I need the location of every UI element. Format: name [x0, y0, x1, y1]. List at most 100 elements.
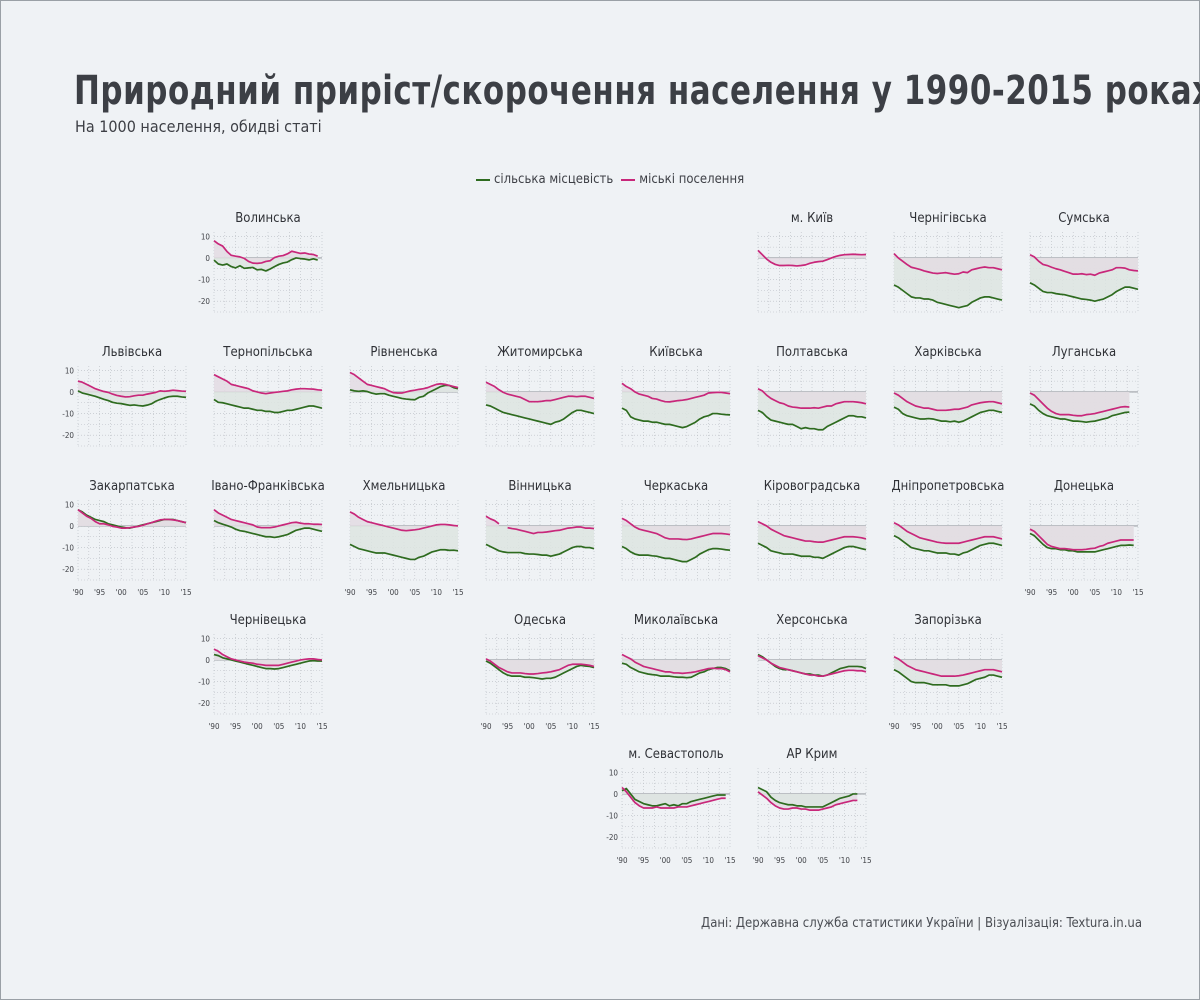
x-tick-label: '10 [431, 588, 443, 597]
urban-area [1030, 254, 1138, 276]
x-tick-label: '90 [616, 856, 628, 865]
panel-title: АР Крим [787, 747, 838, 762]
rural-area [214, 391, 322, 413]
y-tick-label: 10 [65, 366, 75, 375]
panel-16: Вінницька [485, 479, 595, 581]
urban-line [757, 387, 867, 410]
rural-line [621, 407, 731, 429]
chart-title: Природний приріст/скорочення населення у… [74, 68, 1200, 114]
urban-area [622, 654, 730, 674]
rural-line [349, 384, 459, 401]
urban-area [758, 521, 866, 543]
urban-line [213, 239, 318, 265]
urban-line [1029, 528, 1134, 551]
urban-line [485, 515, 500, 525]
urban-area [350, 372, 458, 394]
x-tick-label: '15 [996, 722, 1007, 731]
urban-line [621, 653, 731, 675]
rural-line [893, 534, 1003, 556]
x-tick-label: '90 [888, 722, 900, 731]
x-tick-label: '00 [388, 588, 400, 597]
panel-12: Луганська [1029, 345, 1139, 447]
panel-9: Київська [621, 345, 731, 447]
panel-4: Сумська [1029, 211, 1139, 313]
urban-area [78, 381, 186, 397]
panel-title: Хмельницька [363, 479, 446, 494]
legend-item-urban: міські поселення [621, 172, 744, 187]
x-tick-label: '05 [953, 722, 964, 731]
y-tick-label: 0 [205, 254, 210, 263]
legend-label-rural: сільська місцевість [494, 172, 614, 187]
rural-line [893, 284, 1003, 309]
y-tick-label: 0 [613, 790, 618, 799]
rural-line [213, 653, 322, 670]
urban-line [213, 373, 323, 395]
urban-area [214, 649, 322, 666]
y-tick-label: 0 [69, 522, 74, 531]
x-tick-label: '95 [502, 722, 513, 731]
urban-area [758, 250, 866, 266]
x-tick-label: '90 [208, 722, 220, 731]
panel-title: Волинська [235, 211, 300, 226]
panel-title: м. Севастополь [628, 747, 723, 762]
panel-2: м. Київ [757, 211, 867, 313]
panel-title: Житомирська [497, 345, 583, 360]
urban-line [893, 521, 1003, 545]
panel-18: Кіровоградська [757, 479, 867, 581]
panel-11: Харківська [893, 345, 1003, 447]
panel-20: Донецька '90 '95 '00 '05 '10 '15 [1024, 479, 1143, 597]
x-tick-label: '05 [545, 722, 556, 731]
panel-14: Івано-Франківська [211, 479, 325, 581]
panel-title: Кіровоградська [764, 479, 861, 494]
rural-line [757, 542, 867, 560]
urban-line [77, 380, 187, 398]
urban-line [757, 249, 867, 267]
panel-title: Закарпатська [89, 479, 175, 494]
y-tick-label: -10 [62, 410, 74, 419]
y-tick-label: 10 [609, 768, 619, 777]
rural-area [78, 390, 186, 406]
x-tick-label: '95 [94, 588, 105, 597]
x-tick-label: '95 [638, 856, 649, 865]
x-tick-label: '15 [1132, 588, 1143, 597]
rural-line [1029, 532, 1134, 553]
x-tick-label: '10 [295, 722, 307, 731]
urban-line [1029, 253, 1139, 277]
y-tick-label: 0 [69, 388, 74, 397]
urban-line [213, 648, 323, 667]
panel-15: Хмельницька '90 '95 '00 '05 '10 '15 [344, 479, 463, 597]
panel-6: Тернопільська [213, 345, 323, 447]
rural-area [622, 788, 726, 806]
rural-line [757, 409, 867, 431]
panel-13: Закарпатська 10 0 -10 -20 '90 '95 '00 '05 '10 '15 [62, 479, 191, 597]
panel-title: Рівненська [370, 345, 437, 360]
panel-title: Чернівецька [230, 613, 307, 628]
y-tick-label: 10 [201, 634, 211, 643]
panel-25: Запорізька '90 '95 '00 '05 '10 '15 [888, 613, 1007, 731]
y-tick-label: -20 [606, 833, 618, 842]
x-tick-label: '00 [1068, 588, 1080, 597]
x-tick-label: '05 [681, 856, 692, 865]
panel-3: Чернігівська [893, 211, 1003, 313]
x-tick-label: '10 [567, 722, 579, 731]
panel-title: Полтавська [776, 345, 848, 360]
panel-7: Рівненська [349, 345, 459, 447]
x-tick-label: '10 [703, 856, 715, 865]
urban-line [213, 509, 323, 529]
urban-area [758, 388, 866, 409]
panel-26: м. Севастополь 10 0 -10 -20 '90 '95 '00 '05 '10 '1… [606, 747, 735, 865]
urban-line [621, 786, 726, 809]
urban-area [486, 382, 594, 402]
panel-title: Запорізька [914, 613, 982, 628]
panel-title: Івано-Франківська [211, 479, 325, 494]
panel-19: Дніпропетровська [892, 479, 1004, 581]
y-tick-label: -10 [198, 678, 210, 687]
urban-line [485, 658, 595, 675]
panel-5: Львівська 10 0 -10 -20 [62, 345, 187, 447]
x-tick-label: '05 [1089, 588, 1100, 597]
urban-line [507, 526, 595, 535]
x-tick-label: '05 [409, 588, 420, 597]
panel-title: Львівська [102, 345, 162, 360]
rural-area [758, 654, 866, 677]
